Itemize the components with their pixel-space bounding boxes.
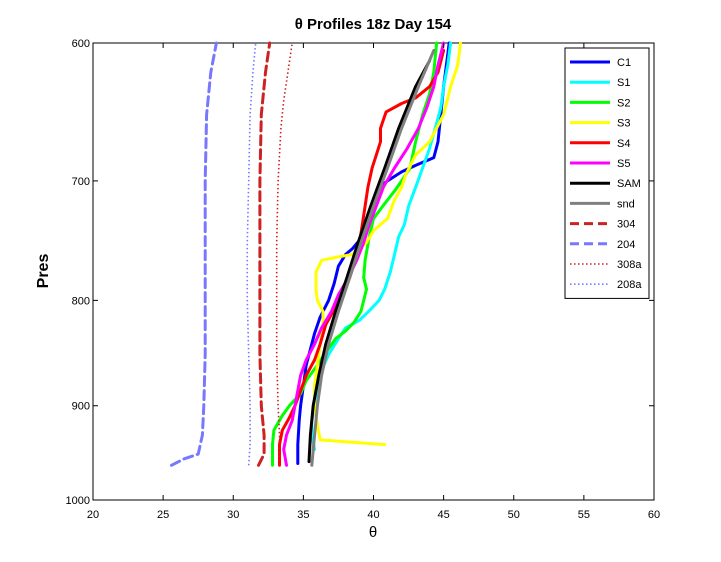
series-line-snd bbox=[310, 48, 436, 467]
chart-title: θ Profiles 18z Day 154 bbox=[295, 16, 452, 33]
legend: C1 S1 S2 S3 S4 S5 SAM snd 304 204 308a 208a bbox=[564, 47, 650, 299]
legend-label-s2: S2 bbox=[617, 97, 630, 109]
legend-label-s4: S4 bbox=[617, 138, 630, 150]
legend-label-s1: S1 bbox=[617, 77, 630, 89]
legend-label-c1: C1 bbox=[617, 57, 631, 69]
legend-label-sam: SAM bbox=[617, 178, 641, 190]
legend-label-208a: 208a bbox=[617, 279, 642, 291]
series-line-304 bbox=[257, 41, 272, 467]
y-tick-label: 600 bbox=[72, 38, 90, 50]
plot-frame bbox=[92, 42, 655, 501]
x-tick-label: 55 bbox=[578, 509, 590, 521]
legend-label-snd: snd bbox=[617, 198, 635, 210]
legend-label-304: 304 bbox=[617, 219, 635, 231]
legend-label-s3: S3 bbox=[617, 118, 630, 130]
legend-label-s5: S5 bbox=[617, 158, 630, 170]
plot-area bbox=[92, 42, 655, 501]
legend-label-204: 204 bbox=[617, 239, 635, 251]
series-line-208a bbox=[246, 42, 257, 466]
axes-layer: 20 25 30 35 40 45 50 55 60 600 700 800 900 1000 bbox=[66, 38, 661, 521]
x-tick-label: 30 bbox=[227, 509, 239, 521]
x-axis-label: θ bbox=[369, 524, 377, 541]
x-tick-label: 45 bbox=[438, 509, 450, 521]
x-tick-label: 35 bbox=[297, 509, 309, 521]
y-tick-label: 800 bbox=[72, 295, 90, 307]
y-tick-label: 700 bbox=[72, 176, 90, 188]
legend-label-308a: 308a bbox=[617, 259, 642, 271]
series-line-204 bbox=[170, 41, 218, 467]
x-tick-label: 20 bbox=[87, 509, 99, 521]
x-tick-label: 50 bbox=[508, 509, 520, 521]
y-tick-label: 1000 bbox=[66, 495, 90, 507]
y-axis-label: Pres bbox=[35, 254, 52, 289]
legend-box bbox=[564, 47, 650, 299]
y-tick-label: 900 bbox=[72, 401, 90, 413]
x-tick-label: 40 bbox=[367, 509, 379, 521]
x-tick-label: 60 bbox=[648, 509, 660, 521]
series-line-sam bbox=[307, 59, 432, 464]
series-layer bbox=[170, 41, 462, 467]
x-tick-label: 25 bbox=[157, 509, 169, 521]
